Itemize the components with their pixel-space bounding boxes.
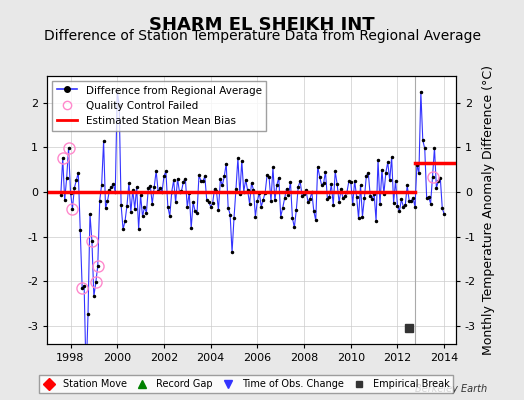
Y-axis label: Monthly Temperature Anomaly Difference (°C): Monthly Temperature Anomaly Difference (… [482, 65, 495, 355]
Legend: Difference from Regional Average, Quality Control Failed, Estimated Station Mean: Difference from Regional Average, Qualit… [52, 81, 266, 131]
Text: Difference of Station Temperature Data from Regional Average: Difference of Station Temperature Data f… [43, 29, 481, 43]
Legend: Station Move, Record Gap, Time of Obs. Change, Empirical Break: Station Move, Record Gap, Time of Obs. C… [39, 375, 453, 393]
Text: SHARM EL SHEIKH INT: SHARM EL SHEIKH INT [149, 16, 375, 34]
Text: Berkeley Earth: Berkeley Earth [415, 384, 487, 394]
